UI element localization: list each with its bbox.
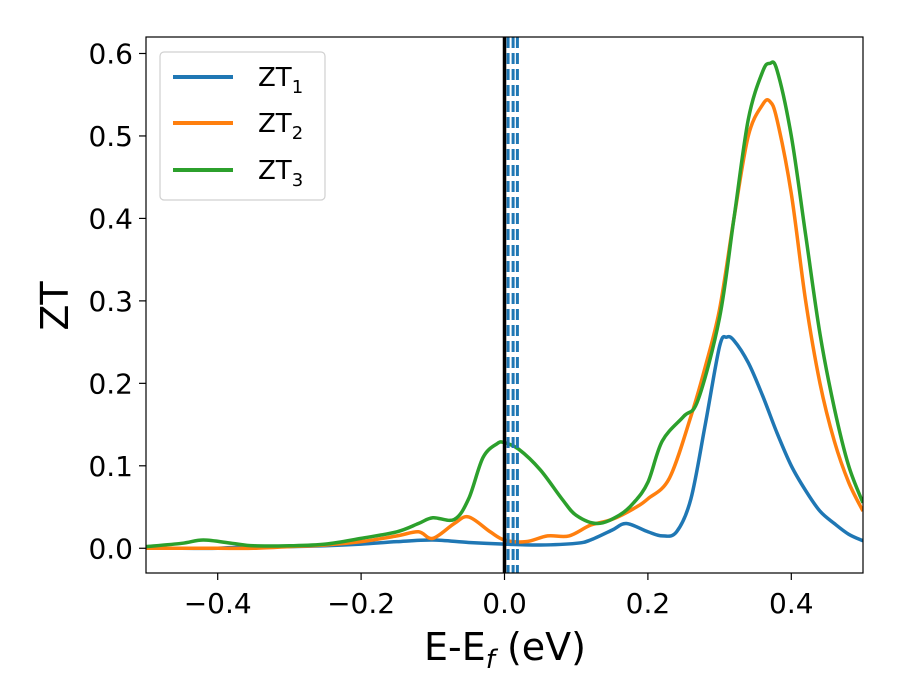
x-tick-label: 0.0 bbox=[482, 587, 527, 620]
legend-label-zt3: ZT3 bbox=[258, 156, 303, 191]
x-tick-label: 0.4 bbox=[769, 587, 814, 620]
x-axis-ticks: −0.4 −0.2 0.0 0.2 0.4 bbox=[184, 573, 814, 620]
legend: ZT1 ZT2 ZT3 bbox=[159, 51, 326, 201]
y-tick-label: 0.3 bbox=[88, 285, 133, 318]
x-tick-label: 0.2 bbox=[626, 587, 671, 620]
y-tick-label: 0.5 bbox=[88, 120, 133, 153]
y-tick-label: 0.2 bbox=[88, 367, 133, 400]
plot-area bbox=[146, 37, 863, 573]
x-tick-label: −0.2 bbox=[327, 587, 395, 620]
series-line-zt3 bbox=[146, 60, 863, 549]
y-tick-label: 0.0 bbox=[88, 532, 133, 565]
y-tick-label: 0.1 bbox=[88, 450, 133, 483]
x-axis-title: E-Ef (eV) bbox=[424, 625, 586, 675]
x-tick-label: −0.4 bbox=[184, 587, 252, 620]
y-tick-label: 0.6 bbox=[88, 37, 133, 70]
legend-label-zt1: ZT1 bbox=[258, 63, 303, 98]
legend-label-zt2: ZT2 bbox=[258, 109, 303, 144]
legend-box bbox=[159, 51, 326, 201]
y-axis-ticks: 0.0 0.1 0.2 0.3 0.4 0.5 0.6 bbox=[88, 37, 146, 565]
y-tick-label: 0.4 bbox=[88, 202, 133, 235]
y-axis-title: ZT bbox=[33, 281, 77, 331]
